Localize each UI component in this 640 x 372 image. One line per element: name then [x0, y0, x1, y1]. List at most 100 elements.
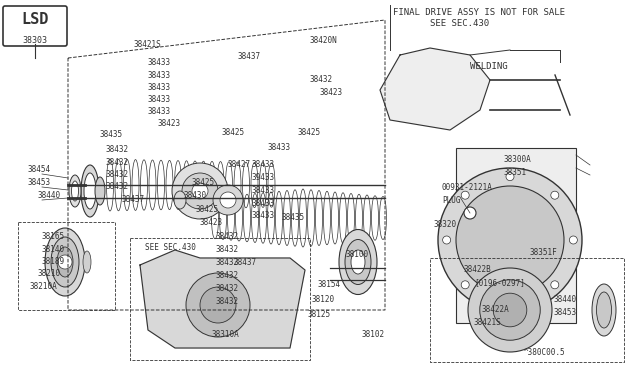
- Text: 38433: 38433: [268, 143, 291, 152]
- Circle shape: [443, 236, 451, 244]
- Text: 38432: 38432: [106, 158, 129, 167]
- Ellipse shape: [174, 191, 186, 209]
- Text: 38102: 38102: [362, 330, 385, 339]
- Ellipse shape: [69, 175, 81, 207]
- Text: 38433: 38433: [252, 199, 275, 208]
- Text: 38437: 38437: [122, 195, 145, 204]
- Text: 38432: 38432: [215, 271, 238, 280]
- Circle shape: [570, 236, 577, 244]
- Text: 38210A: 38210A: [30, 282, 58, 291]
- Text: 38427: 38427: [228, 160, 251, 169]
- Text: 38453: 38453: [28, 178, 51, 187]
- Ellipse shape: [592, 284, 616, 336]
- Text: 38423: 38423: [158, 119, 181, 128]
- Text: 38303: 38303: [22, 36, 47, 45]
- Text: ^380C00.5: ^380C00.5: [524, 348, 566, 357]
- Text: 38421S: 38421S: [134, 40, 162, 49]
- Circle shape: [506, 299, 514, 307]
- Text: 38432: 38432: [215, 297, 238, 306]
- Polygon shape: [380, 48, 490, 130]
- Ellipse shape: [51, 237, 79, 287]
- Circle shape: [551, 191, 559, 199]
- Circle shape: [213, 185, 243, 215]
- Circle shape: [438, 168, 582, 312]
- Text: [0196-0297]: [0196-0297]: [474, 278, 525, 287]
- Text: 38422A: 38422A: [482, 305, 509, 314]
- Text: 38432: 38432: [215, 245, 238, 254]
- Text: 38432: 38432: [106, 170, 129, 179]
- Circle shape: [220, 192, 236, 208]
- Text: 38351: 38351: [504, 168, 527, 177]
- Circle shape: [551, 281, 559, 289]
- Text: 38120: 38120: [311, 295, 334, 304]
- Text: 38432: 38432: [106, 182, 129, 191]
- Text: SEE SEC.430: SEE SEC.430: [145, 243, 196, 252]
- Text: 38125: 38125: [308, 310, 331, 319]
- Text: 38421S: 38421S: [474, 318, 502, 327]
- Circle shape: [461, 281, 469, 289]
- Ellipse shape: [84, 173, 96, 209]
- Text: 38422B: 38422B: [464, 265, 492, 274]
- Text: 38430: 38430: [183, 191, 206, 200]
- Text: 38454: 38454: [28, 165, 51, 174]
- Text: 38432: 38432: [106, 145, 129, 154]
- Ellipse shape: [596, 292, 611, 328]
- Text: 38210: 38210: [37, 269, 60, 278]
- Circle shape: [182, 173, 218, 209]
- Text: 38189: 38189: [42, 257, 65, 266]
- Ellipse shape: [339, 230, 377, 295]
- Text: 00931-2121A: 00931-2121A: [442, 183, 493, 192]
- Ellipse shape: [345, 240, 371, 285]
- Ellipse shape: [57, 247, 73, 277]
- Text: 38437: 38437: [233, 258, 256, 267]
- Text: 38351F: 38351F: [530, 248, 557, 257]
- Circle shape: [200, 287, 236, 323]
- Text: 38437: 38437: [238, 52, 261, 61]
- Ellipse shape: [95, 177, 105, 205]
- Text: 38433: 38433: [148, 71, 171, 80]
- Text: 38423: 38423: [320, 88, 343, 97]
- Circle shape: [493, 293, 527, 327]
- Ellipse shape: [72, 181, 79, 201]
- Text: PLUG: PLUG: [442, 196, 461, 205]
- Circle shape: [468, 268, 552, 352]
- Text: 38310A: 38310A: [211, 330, 239, 339]
- Circle shape: [186, 273, 250, 337]
- Text: 38100: 38100: [345, 250, 368, 259]
- Text: 38423: 38423: [200, 218, 223, 227]
- Text: 38433: 38433: [252, 186, 275, 195]
- Text: 38433: 38433: [148, 83, 171, 92]
- Circle shape: [172, 163, 228, 219]
- Text: 38320: 38320: [434, 220, 457, 229]
- Ellipse shape: [83, 251, 91, 273]
- Text: 38425: 38425: [222, 128, 245, 137]
- Circle shape: [192, 183, 208, 199]
- Text: FINAL DRIVE ASSY IS NOT FOR SALE: FINAL DRIVE ASSY IS NOT FOR SALE: [393, 8, 565, 17]
- Text: 38154: 38154: [318, 280, 341, 289]
- Text: 38433: 38433: [148, 95, 171, 104]
- Text: 38425: 38425: [298, 128, 321, 137]
- Ellipse shape: [81, 165, 99, 217]
- Circle shape: [480, 280, 540, 340]
- Text: 38432: 38432: [310, 75, 333, 84]
- Text: 38435: 38435: [282, 213, 305, 222]
- Bar: [456, 148, 576, 323]
- Text: 38425: 38425: [196, 205, 219, 214]
- Text: 38425: 38425: [192, 178, 215, 187]
- Circle shape: [506, 173, 514, 181]
- Text: 38165: 38165: [42, 232, 65, 241]
- Circle shape: [456, 186, 564, 294]
- Text: 38433: 38433: [148, 107, 171, 116]
- Text: LSD: LSD: [21, 12, 49, 27]
- Circle shape: [58, 255, 72, 269]
- Text: 38440: 38440: [553, 295, 576, 304]
- Text: 39433: 39433: [252, 173, 275, 182]
- Text: 38140: 38140: [42, 245, 65, 254]
- Text: SEE SEC.430: SEE SEC.430: [430, 19, 489, 28]
- Text: 38432: 38432: [215, 232, 238, 241]
- Text: 38432: 38432: [215, 258, 238, 267]
- FancyBboxPatch shape: [3, 6, 67, 46]
- Text: 38433: 38433: [252, 160, 275, 169]
- Circle shape: [461, 191, 469, 199]
- Text: 38435: 38435: [100, 130, 123, 139]
